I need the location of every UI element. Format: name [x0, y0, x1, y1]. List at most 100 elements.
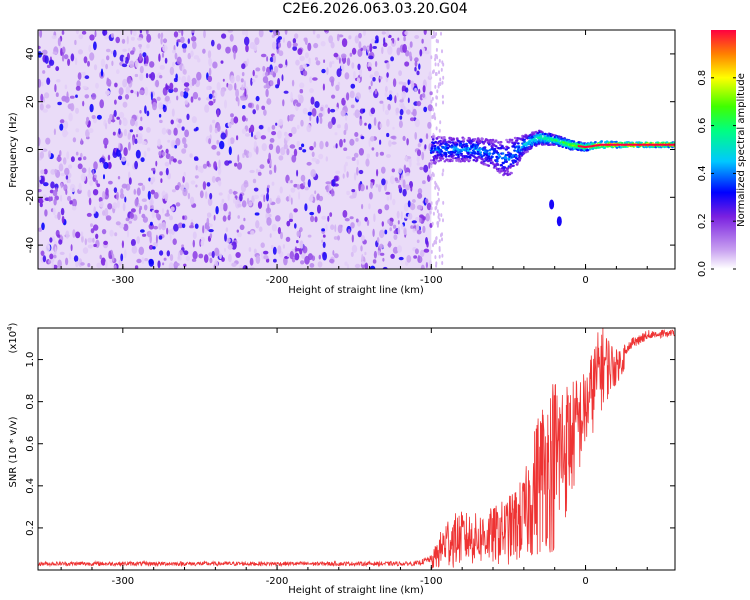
noise-speckle [107, 154, 111, 161]
signal-feature [549, 199, 555, 210]
noise-speckle [402, 188, 407, 197]
noise-speckle [183, 82, 190, 87]
noise-speckle [65, 230, 70, 239]
noise-speckle [146, 126, 151, 133]
noise-speckle [398, 256, 404, 261]
signal-point [473, 138, 477, 141]
noise-speckle [192, 251, 198, 260]
noise-speckle [138, 246, 145, 255]
noise-speckle [321, 239, 324, 243]
noise-speckle [165, 167, 169, 176]
noise-speckle [72, 229, 76, 238]
noise-speckle [88, 44, 92, 53]
noise-speckle [158, 113, 162, 118]
noise-speckle [38, 182, 41, 188]
noise-speckle [301, 143, 305, 148]
noise-speckle [287, 253, 290, 258]
noise-speckle [165, 148, 169, 154]
noise-speckle [208, 100, 214, 106]
noise-speckle [213, 214, 216, 221]
noise-speckle [390, 253, 395, 259]
noise-speckle [416, 100, 422, 107]
noise-speckle [164, 95, 170, 102]
noise-speckle [255, 95, 260, 102]
noise-speckle [153, 225, 158, 230]
noise-speckle [159, 171, 163, 176]
noise-speckle [254, 37, 260, 45]
noise-speckle [176, 40, 179, 47]
noise-speckle [379, 76, 383, 80]
noise-speckle [437, 192, 439, 196]
noise-speckle [233, 116, 239, 124]
noise-speckle [350, 104, 355, 109]
noise-speckle [122, 48, 127, 53]
noise-speckle [439, 120, 442, 125]
noise-speckle [139, 49, 142, 55]
noise-speckle [435, 31, 438, 36]
signal-point [529, 146, 533, 149]
noise-speckle [289, 218, 293, 223]
noise-speckle [105, 122, 108, 130]
noise-speckle [325, 223, 328, 232]
noise-speckle [237, 215, 240, 219]
noise-speckle [184, 129, 190, 138]
noise-speckle [87, 244, 93, 249]
noise-speckle [237, 154, 240, 163]
noise-speckle [46, 64, 51, 69]
noise-speckle [345, 114, 348, 121]
noise-speckle [141, 213, 146, 219]
noise-speckle [187, 192, 191, 200]
noise-speckle [182, 69, 187, 75]
noise-speckle [200, 240, 205, 247]
signal-point [505, 138, 508, 142]
noise-speckle [275, 84, 280, 89]
snr-series [38, 328, 675, 569]
noise-speckle [139, 30, 142, 34]
noise-speckle [340, 53, 347, 59]
noise-speckle [84, 94, 90, 99]
noise-speckle [255, 104, 260, 111]
noise-speckle [351, 234, 354, 243]
noise-speckle [423, 164, 429, 173]
noise-speckle [58, 163, 64, 172]
noise-speckle [126, 76, 132, 84]
noise-speckle [75, 85, 81, 91]
noise-speckle [116, 148, 121, 157]
noise-speckle [139, 73, 144, 81]
noise-speckle [160, 37, 163, 45]
signal-point [528, 136, 531, 140]
noise-speckle [248, 247, 252, 252]
noise-speckle [329, 61, 333, 68]
noise-speckle [412, 199, 416, 203]
noise-speckle [86, 173, 93, 179]
noise-speckle [45, 244, 51, 252]
noise-speckle [60, 47, 63, 57]
signal-point [452, 138, 455, 141]
noise-speckle [441, 49, 443, 54]
noise-speckle [277, 130, 282, 139]
noise-speckle [209, 233, 213, 239]
noise-speckle [159, 75, 163, 79]
noise-speckle [325, 181, 332, 185]
noise-speckle [414, 57, 419, 63]
noise-speckle [358, 148, 364, 156]
noise-speckle [357, 63, 361, 70]
noise-speckle [290, 197, 293, 205]
noise-speckle [53, 128, 57, 136]
noise-speckle [391, 168, 395, 173]
noise-speckle [278, 50, 284, 57]
noise-speckle [147, 190, 151, 200]
noise-speckle [86, 212, 92, 217]
noise-speckle [102, 210, 106, 216]
noise-speckle [399, 99, 404, 103]
noise-speckle [221, 257, 225, 262]
noise-speckle [84, 75, 90, 80]
noise-speckle [436, 185, 439, 190]
noise-speckle [369, 43, 373, 53]
noise-speckle [379, 100, 384, 104]
noise-speckle [307, 111, 312, 116]
noise-speckle [151, 167, 156, 171]
noise-speckle [381, 31, 386, 35]
noise-speckle [403, 164, 407, 172]
noise-speckle [255, 168, 259, 174]
